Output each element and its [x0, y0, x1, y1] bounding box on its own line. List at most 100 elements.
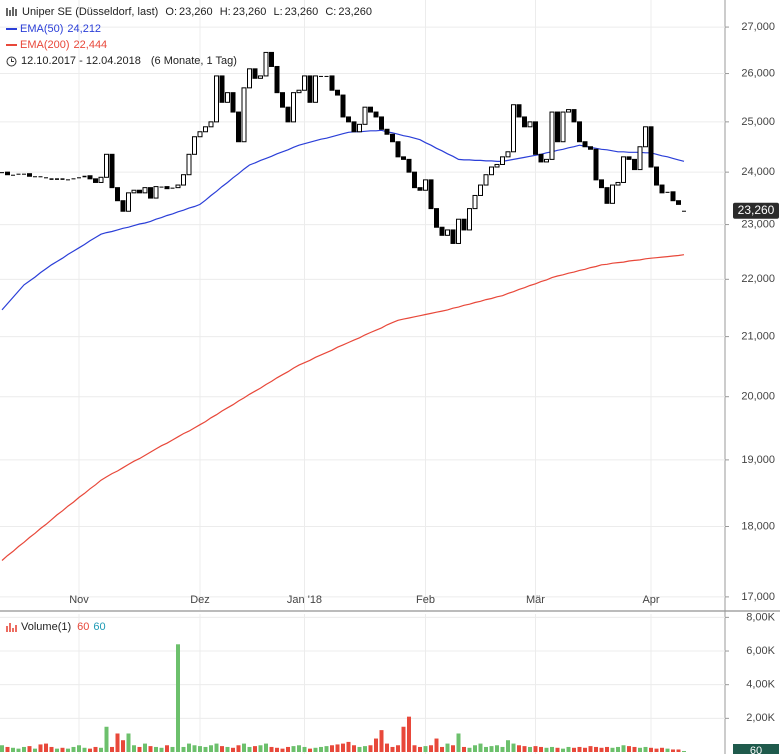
candle — [0, 172, 4, 174]
volume-bar — [390, 746, 395, 752]
candle — [362, 106, 368, 125]
volume-bar — [192, 745, 197, 752]
legend-value: 24,212 — [67, 23, 102, 35]
volume-bar — [93, 746, 98, 752]
candle — [428, 179, 434, 210]
candle — [588, 146, 593, 150]
volume-bar — [605, 746, 609, 752]
legend-ema200: EMA(200) 22,444 — [6, 38, 111, 52]
volume-bar — [594, 746, 598, 752]
quote-value: 23,260 — [338, 6, 373, 18]
volume-bar — [341, 743, 345, 752]
volume-bar — [22, 746, 26, 752]
volume-bar — [599, 747, 604, 752]
candle — [676, 200, 681, 205]
volume-bar — [82, 747, 87, 752]
candle — [665, 191, 670, 193]
last-price-badge — [733, 202, 779, 219]
candle — [5, 171, 10, 176]
y-tick-label: 19,000 — [741, 454, 775, 466]
candle — [319, 75, 323, 77]
candle — [307, 75, 313, 103]
candle — [527, 121, 533, 128]
volume-bar — [181, 746, 186, 752]
volume-bar — [385, 743, 389, 752]
volume-bar — [539, 746, 543, 752]
candle — [549, 111, 555, 160]
candle — [406, 158, 412, 173]
volume-bar — [550, 746, 554, 752]
volume-bar — [220, 746, 224, 752]
candle — [16, 173, 21, 175]
legend-ema50: EMA(50) 24,212 — [6, 22, 105, 36]
volume-bar — [66, 748, 70, 752]
volume-bar — [379, 730, 384, 752]
candle — [682, 210, 686, 212]
volume-bar — [198, 746, 202, 752]
volume-bar — [671, 749, 675, 752]
candle — [384, 128, 390, 135]
volume-bar — [577, 746, 582, 752]
volume-bar — [544, 747, 549, 752]
volume-bar — [291, 746, 296, 752]
volume-bar — [440, 746, 444, 752]
candle — [120, 200, 126, 212]
candle — [252, 68, 258, 79]
candle — [175, 184, 181, 189]
candle — [60, 178, 65, 180]
candle — [346, 116, 351, 123]
candle — [44, 177, 48, 179]
candle — [302, 75, 307, 91]
volume-bar — [407, 716, 411, 752]
volume-bar — [434, 738, 439, 752]
candle — [104, 153, 109, 178]
volume-bar — [258, 745, 263, 752]
volume-bar — [363, 746, 367, 752]
candle — [247, 68, 252, 89]
candle — [313, 75, 318, 103]
candle — [170, 187, 175, 189]
candle — [659, 184, 665, 194]
candle — [439, 226, 445, 236]
candle — [329, 75, 335, 91]
candle — [401, 156, 406, 160]
volume-bar — [154, 746, 158, 752]
legend-swatch — [6, 28, 17, 31]
y-tick-label: 25,000 — [741, 116, 775, 128]
candle — [87, 175, 93, 180]
candle — [533, 121, 538, 155]
volume-bar — [253, 746, 257, 752]
volume-bar — [396, 745, 400, 752]
candle — [544, 158, 549, 163]
volume-bar — [533, 746, 538, 752]
ema-line — [1, 254, 685, 561]
volume-bar — [55, 748, 59, 752]
candle — [296, 89, 302, 94]
candle — [434, 208, 439, 228]
candle — [604, 187, 610, 204]
volume-bar — [511, 743, 516, 752]
legend-label: EMA(50) — [20, 23, 64, 35]
volume-bar — [275, 747, 279, 752]
candle — [219, 75, 225, 103]
y-tick-label: 17,000 — [741, 591, 775, 603]
volume-bar — [489, 746, 494, 752]
candle — [357, 123, 362, 133]
volume-bar — [231, 747, 235, 752]
date-range-text: 12.10.2017 - 12.04.2018 — [21, 55, 141, 67]
candle — [615, 181, 621, 186]
y-tick-label: 8,00K — [746, 611, 775, 623]
candle — [269, 51, 274, 67]
volume-bar — [588, 746, 593, 752]
candle — [582, 141, 588, 148]
candle — [445, 229, 450, 236]
volume-bar — [462, 746, 466, 752]
ema-line — [1, 129, 685, 311]
volume-bar — [621, 745, 626, 752]
candle — [38, 176, 43, 178]
candle — [571, 109, 577, 123]
volume-bar — [423, 746, 428, 752]
candle — [208, 121, 214, 128]
candle — [115, 187, 120, 202]
